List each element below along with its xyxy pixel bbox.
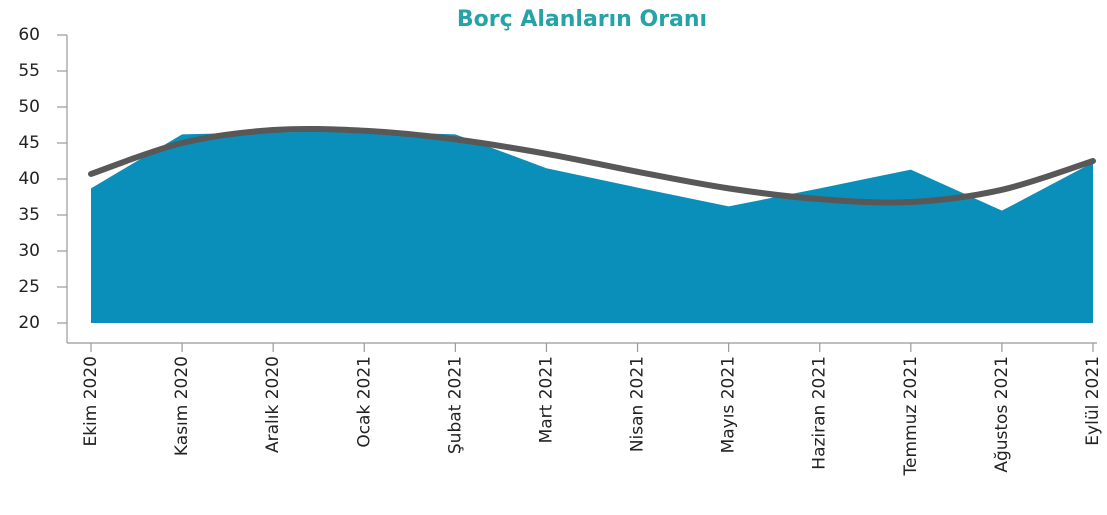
y-tick-label: 60 bbox=[18, 25, 40, 45]
x-tick-label: Kasım 2020 bbox=[172, 356, 192, 456]
y-tick-label: 30 bbox=[18, 241, 40, 261]
x-tick-label: Ocak 2021 bbox=[354, 356, 374, 448]
x-tick-label: Haziran 2021 bbox=[810, 356, 830, 470]
x-tick-label: Aralık 2020 bbox=[263, 356, 283, 453]
y-tick-label: 45 bbox=[18, 133, 40, 153]
y-tick-label: 50 bbox=[18, 97, 40, 117]
x-tick-label: Mayıs 2021 bbox=[719, 356, 739, 453]
x-tick-label: Nisan 2021 bbox=[628, 356, 648, 452]
x-tick-label: Mart 2021 bbox=[536, 356, 556, 443]
y-tick-label: 35 bbox=[18, 205, 40, 225]
x-tick-label: Şubat 2021 bbox=[445, 356, 465, 454]
trend-line bbox=[88, 125, 1096, 206]
x-tick-label: Ağustos 2021 bbox=[992, 356, 1012, 473]
x-tick-label: Ekim 2020 bbox=[81, 356, 101, 447]
y-tick-label: 40 bbox=[18, 169, 40, 189]
y-tick-label: 55 bbox=[18, 61, 40, 81]
area bbox=[91, 131, 1093, 323]
x-tick-label: Temmuz 2021 bbox=[901, 356, 921, 476]
x-tick-label: Eylül 2021 bbox=[1083, 356, 1103, 446]
y-tick-label: 20 bbox=[18, 313, 40, 333]
chart-title: Borç Alanların Oranı bbox=[457, 7, 707, 32]
y-tick-label: 25 bbox=[18, 277, 40, 297]
